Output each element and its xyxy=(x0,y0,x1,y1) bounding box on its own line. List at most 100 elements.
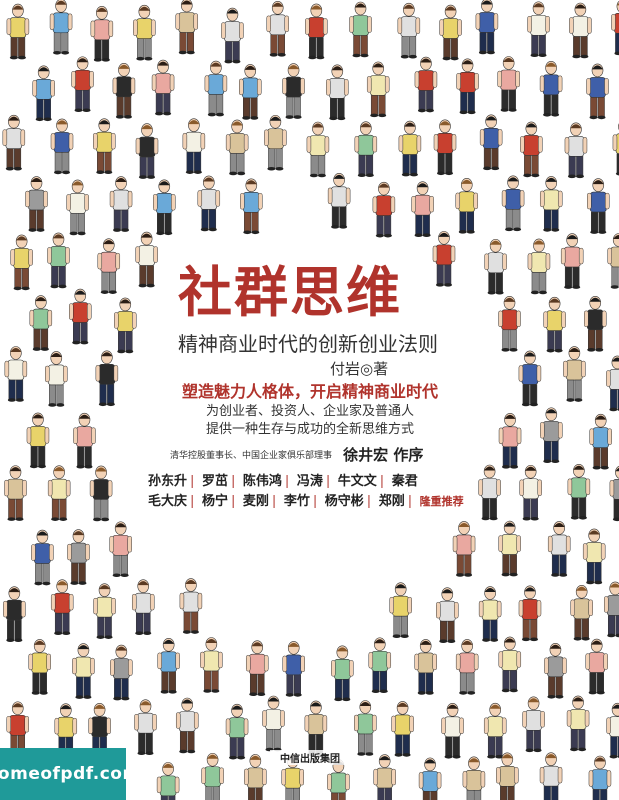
person-figure xyxy=(585,638,608,695)
person-figure xyxy=(496,752,519,800)
preface-name: 徐井宏 作序 xyxy=(343,446,424,464)
person-figure xyxy=(151,59,175,116)
recommender-name: 杨宁 xyxy=(201,494,228,509)
person-figure xyxy=(366,61,390,118)
person-figure xyxy=(354,700,377,756)
person-figure xyxy=(110,644,133,701)
recommender-name: 郑刚 xyxy=(378,494,405,509)
person-figure xyxy=(90,6,114,62)
person-figure xyxy=(586,63,609,120)
person-figure xyxy=(153,179,176,236)
person-figure xyxy=(527,1,550,58)
person-figure xyxy=(26,412,50,469)
person-figure xyxy=(266,1,289,57)
person-figure xyxy=(411,181,434,238)
person-figure xyxy=(197,175,221,232)
person-figure xyxy=(519,464,542,521)
person-figure xyxy=(478,586,502,642)
person-figure xyxy=(498,413,522,469)
person-figure xyxy=(72,643,95,699)
person-figure xyxy=(182,118,206,174)
person-figure xyxy=(518,585,542,642)
person-figure xyxy=(349,1,372,58)
person-figure xyxy=(569,2,592,59)
person-figure xyxy=(131,579,155,635)
person-figure xyxy=(225,703,249,760)
person-figure xyxy=(414,639,437,695)
person-figure xyxy=(67,529,90,585)
person-figure xyxy=(114,297,137,354)
person-figure xyxy=(25,176,48,232)
person-figure xyxy=(28,639,51,695)
person-figure xyxy=(71,56,94,113)
recommender-name: 秦君 xyxy=(391,474,418,489)
person-figure xyxy=(522,696,545,753)
person-figure xyxy=(45,351,68,407)
recommender-name: 罗茁 xyxy=(201,474,228,489)
person-figure xyxy=(282,641,305,697)
recommender-name: 毛大庆 xyxy=(148,494,188,509)
person-figure xyxy=(175,697,199,754)
person-figure xyxy=(564,122,588,179)
person-figure xyxy=(135,123,159,179)
person-figure xyxy=(462,756,486,800)
person-figure xyxy=(587,178,610,234)
person-figure xyxy=(93,583,116,639)
person-figure xyxy=(539,176,563,232)
person-figure xyxy=(372,181,396,238)
person-figure xyxy=(398,120,422,177)
person-figure xyxy=(433,119,457,176)
recommenders-row-1: 孙东升 | 罗茁 | 陈伟鸿 | 冯涛 | 牛文文 | 秦君 xyxy=(148,474,418,489)
tagline: 塑造魅力人格体，开启精神商业时代 xyxy=(181,382,438,401)
person-figure xyxy=(49,0,73,55)
person-figure xyxy=(73,412,96,469)
author-line: 付岩◎著 xyxy=(330,360,389,378)
person-figure xyxy=(50,579,74,635)
person-figure xyxy=(543,296,566,353)
person-figure xyxy=(436,587,459,644)
person-figure xyxy=(452,521,476,577)
person-figure xyxy=(483,702,507,759)
person-figure xyxy=(582,528,606,585)
person-figure xyxy=(588,755,612,800)
person-figure xyxy=(354,121,378,178)
description-line-2: 提供一种生存与成功的全新思维方式 xyxy=(205,422,414,437)
person-figure xyxy=(540,407,563,464)
person-figure xyxy=(201,752,224,800)
person-figure xyxy=(97,238,121,294)
recommender-name: 冯涛 xyxy=(296,474,323,489)
person-figure xyxy=(204,60,228,117)
person-figure xyxy=(331,645,354,702)
person-figure xyxy=(501,175,525,232)
person-figure xyxy=(69,288,92,345)
person-figure xyxy=(397,2,421,59)
person-figure xyxy=(47,232,70,289)
person-figure xyxy=(389,582,412,638)
person-figure xyxy=(607,233,619,289)
book-subtitle: 精神商业时代的创新创业法则 xyxy=(178,332,438,356)
person-figure xyxy=(327,759,350,800)
person-figure xyxy=(306,121,330,178)
person-figure xyxy=(498,520,521,577)
person-figure xyxy=(200,637,223,693)
person-figure xyxy=(54,703,78,759)
person-figure xyxy=(245,640,269,697)
person-figure xyxy=(32,65,55,122)
person-figure xyxy=(29,295,53,351)
preface-org: 清华控股董事长、中国企业家俱乐部理事 xyxy=(170,451,333,461)
person-figure xyxy=(2,114,26,171)
person-figure xyxy=(497,56,520,112)
person-figure xyxy=(135,231,158,288)
description-line-1: 为创业者、投资人、企业家及普通人 xyxy=(205,404,414,419)
recommender-name: 孙东升 xyxy=(148,474,188,489)
person-figure xyxy=(6,3,30,60)
person-figure xyxy=(373,754,396,800)
person-figure xyxy=(225,119,249,176)
person-figure xyxy=(527,238,551,295)
person-figure xyxy=(326,64,349,121)
person-figure xyxy=(418,757,442,800)
person-figure xyxy=(95,350,119,407)
person-figure xyxy=(305,3,328,60)
person-figure xyxy=(612,123,619,176)
